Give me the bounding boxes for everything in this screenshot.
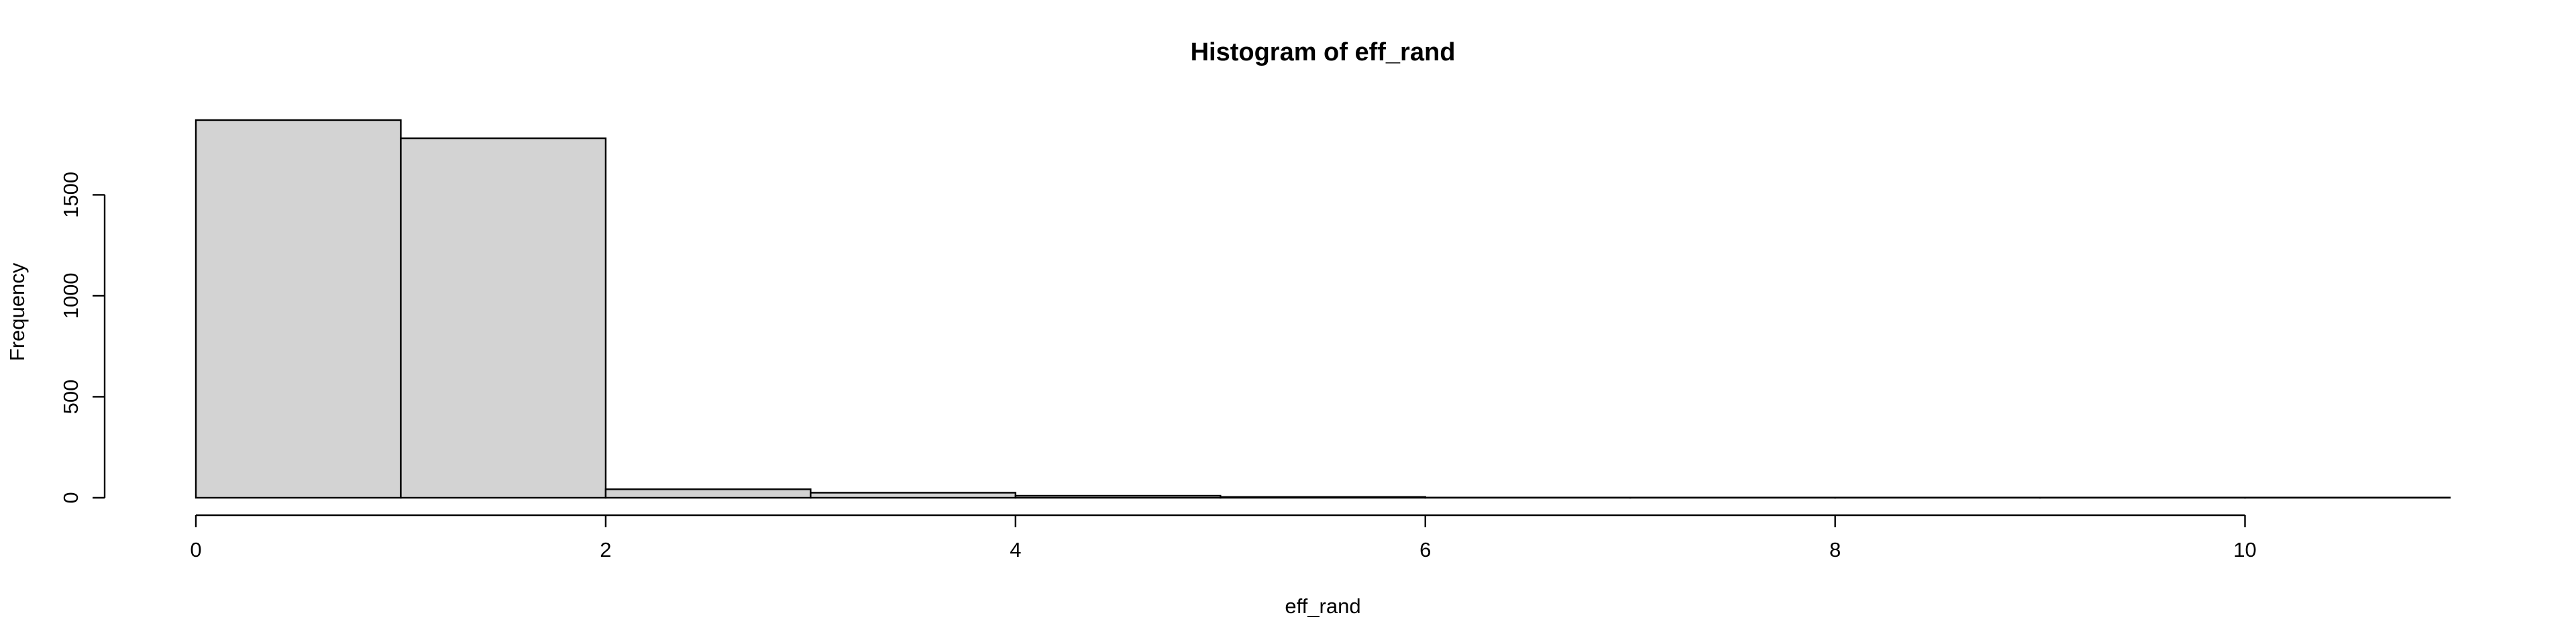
x-axis: 0 2 4 6 8 10 [190,514,2257,561]
histogram-bar-3 [810,492,1017,499]
x-axis-label: eff_rand [1285,594,1360,618]
histogram-bar-0 [195,119,402,499]
y-tick-label: 500 [59,380,83,415]
histogram-bar-2 [604,488,812,499]
x-tick-label: 4 [1010,538,1021,561]
bars-group [195,119,2451,499]
x-tick-label: 8 [1829,538,1841,561]
x-tick-label: 10 [2233,538,2256,561]
y-axis-label: Frequency [5,262,29,361]
histogram-bar-4 [1014,494,1222,499]
histogram-bar-5 [1220,496,1426,499]
y-tick-label: 1000 [59,272,83,319]
y-axis: 0 500 1000 1500 [59,172,106,504]
x-tick-label: 0 [190,538,201,561]
y-tick-label: 1500 [59,172,83,218]
histogram-bar-1 [400,137,607,499]
chart-title: Histogram of eff_rand [1191,38,1456,66]
x-tick-label: 2 [600,538,611,561]
x-tick-label: 6 [1419,538,1431,561]
y-tick-label: 0 [59,492,83,503]
